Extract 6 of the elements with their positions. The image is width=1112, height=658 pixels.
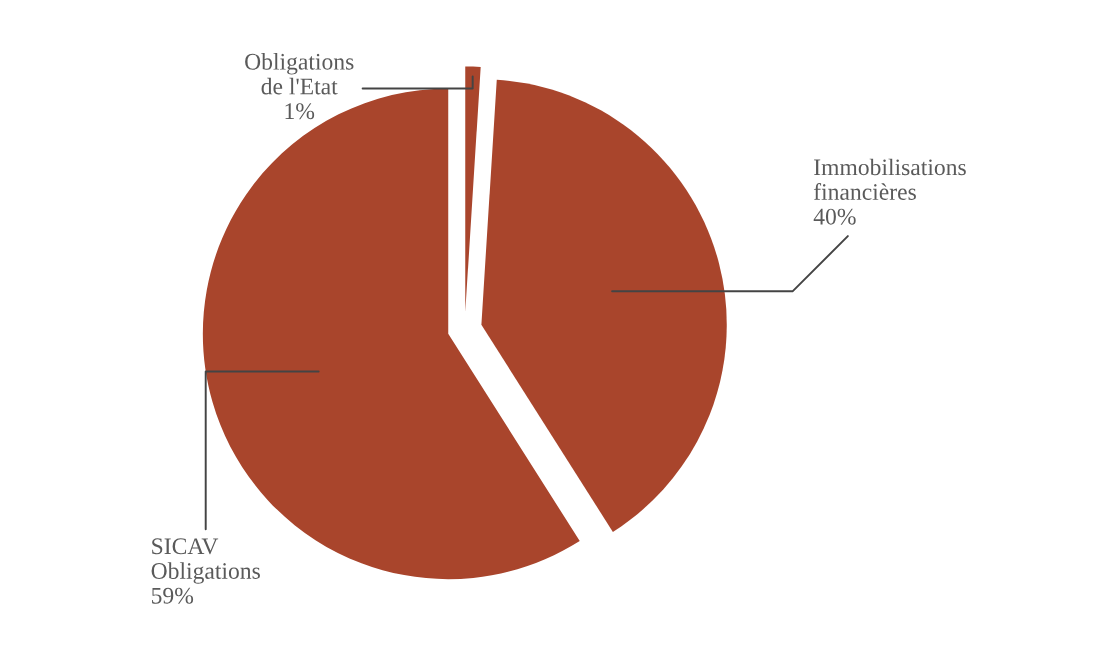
slice-label: SICAV Obligations xyxy=(151,538,260,584)
data-label: 1% xyxy=(285,103,315,120)
slice-label: Immobilisations financières xyxy=(813,158,966,200)
slice-label: Obligations de l'Etat xyxy=(245,53,354,95)
data-label: 59% xyxy=(151,587,194,604)
data-label: 40% xyxy=(813,208,856,225)
